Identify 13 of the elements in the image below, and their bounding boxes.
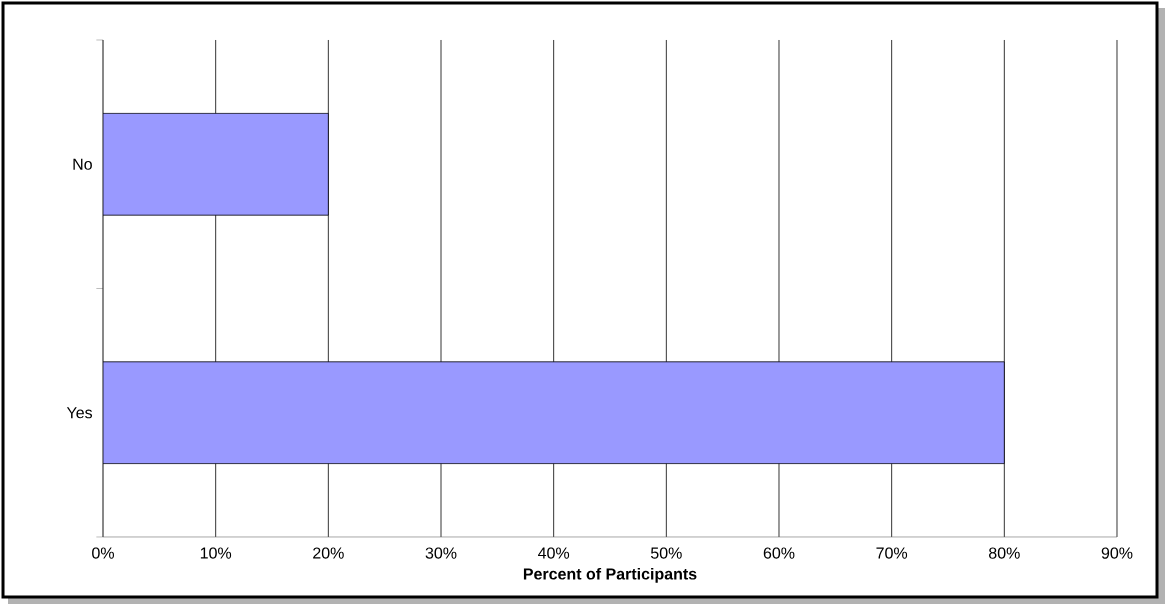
x-axis-title: Percent of Participants (523, 567, 697, 583)
x-tick-label: 70% (876, 547, 908, 559)
y-tick-label: No (73, 158, 92, 170)
x-tick-label: 0% (92, 547, 114, 559)
x-tick-label: 20% (313, 547, 344, 559)
x-tick-label: 50% (650, 547, 682, 559)
x-tick-label: 60% (763, 547, 795, 559)
x-tick-label: 10% (200, 547, 232, 559)
x-tick-label: 40% (538, 547, 570, 559)
x-tick-label: 90% (1101, 547, 1133, 559)
x-tick-label: 80% (989, 547, 1020, 559)
y-tick-label: Yes (66, 407, 93, 419)
x-tick-label: 30% (425, 547, 457, 559)
